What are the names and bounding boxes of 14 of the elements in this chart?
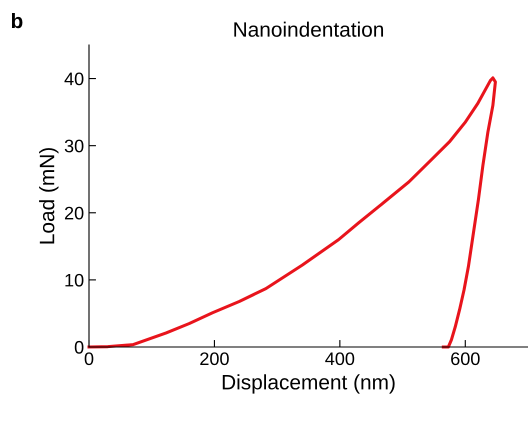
text: b <box>12 12 22 28</box>
y-tick-label: 10 <box>65 274 84 287</box>
x-tick-label: 600 <box>451 352 480 366</box>
y-tick-label: 0 <box>74 340 84 354</box>
y-tick-label: 30 <box>64 140 84 152</box>
x-axis-title: Displacement (nm) <box>222 374 395 394</box>
y-tick-label: 40 <box>64 72 84 86</box>
x-tick-label: 200 <box>200 352 229 366</box>
y-tick-label: 20 <box>64 206 84 220</box>
line-series <box>87 76 497 349</box>
x-tick-label: 400 <box>325 352 354 366</box>
y-axis-title: Load (mN) <box>39 148 58 244</box>
chart-title: Nanoindentation <box>234 22 384 37</box>
x-tick-label: 0 <box>84 352 94 366</box>
